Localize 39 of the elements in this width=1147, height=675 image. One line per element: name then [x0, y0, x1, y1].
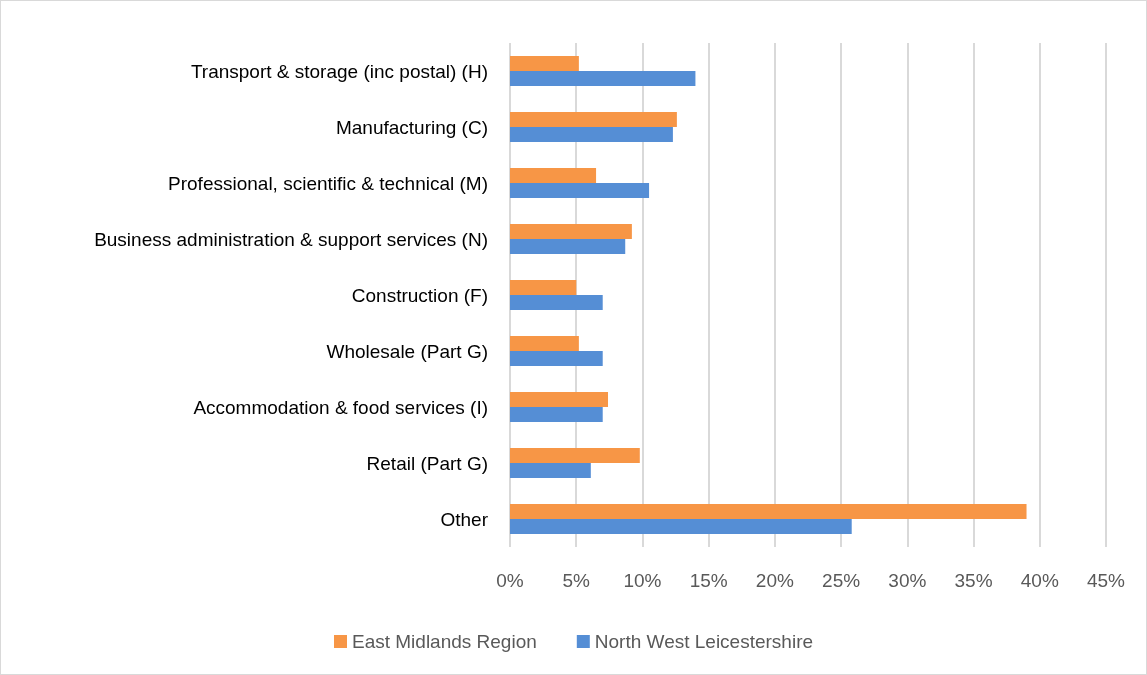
x-tick-label: 20%: [755, 570, 795, 591]
bar: [510, 168, 597, 183]
y-tick-label: Professional, scientific & technical (M): [168, 172, 488, 194]
bar: [510, 280, 577, 295]
x-tick-label: 35%: [954, 570, 993, 591]
bar: [510, 448, 640, 463]
y-tick-label: Retail (Part G): [366, 452, 488, 474]
bar: [510, 71, 696, 86]
y-tick-label: Accommodation & food services (I): [193, 396, 488, 418]
bar: [510, 127, 673, 142]
bar: [510, 336, 579, 351]
bar: [510, 239, 626, 254]
bar: [510, 392, 609, 407]
x-tick-label: 45%: [1086, 570, 1126, 591]
y-tick-label: Business administration & support services (N): [94, 228, 488, 250]
bar: [510, 463, 591, 478]
bar: [510, 504, 1027, 519]
bar: [510, 351, 603, 366]
bar: [510, 407, 603, 422]
x-tick-label: 10%: [623, 570, 662, 591]
bar: [510, 519, 852, 534]
bar: [510, 112, 677, 127]
y-tick-label: Transport & storage (inc postal) (H): [190, 60, 488, 82]
legend-label: East Midlands Region: [351, 631, 537, 652]
bar: [510, 56, 579, 71]
bar: [510, 224, 632, 239]
y-tick-label: Construction (F): [351, 284, 488, 306]
x-tick-label: 25%: [822, 570, 861, 591]
y-tick-label: Wholesale (Part G): [326, 340, 488, 362]
legend-label: North West Leicestershire: [594, 631, 814, 652]
bar: [510, 295, 603, 310]
bar: [510, 183, 650, 198]
x-tick-label: 0%: [496, 570, 524, 591]
x-tick-label: 5%: [562, 570, 591, 591]
y-tick-label: Other: [440, 508, 489, 530]
y-tick-label: Manufacturing (C): [335, 116, 488, 138]
x-tick-label: 15%: [689, 570, 728, 591]
x-tick-label: 40%: [1020, 570, 1059, 591]
x-tick-label: 30%: [888, 570, 927, 591]
